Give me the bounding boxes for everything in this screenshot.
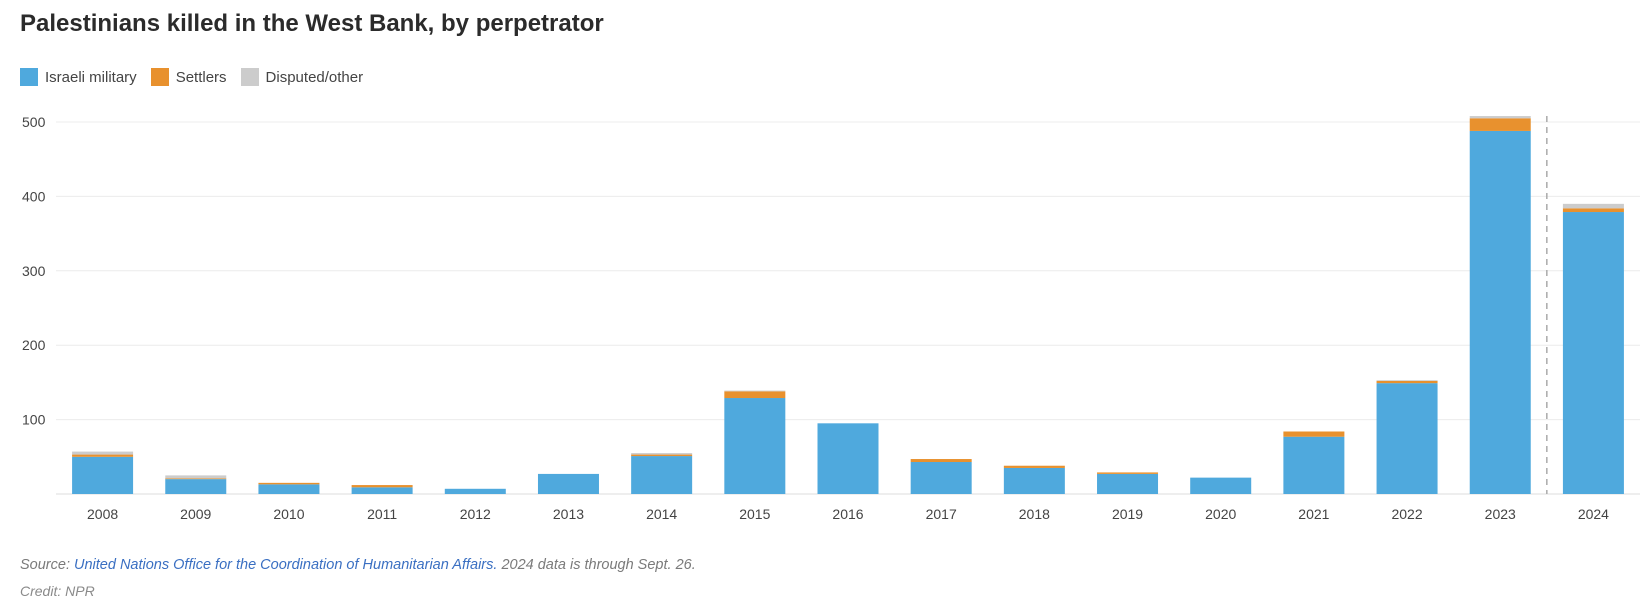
y-tick-label-500: 500 bbox=[22, 114, 46, 130]
chart-title: Palestinians killed in the West Bank, by… bbox=[20, 10, 604, 37]
legend-label-israeli-military: Israeli military bbox=[45, 68, 137, 86]
bar-2017-settlers bbox=[910, 459, 972, 463]
legend-swatch-settlers bbox=[150, 68, 169, 86]
bar-2009-settlers bbox=[165, 478, 227, 480]
y-tick-label-400: 400 bbox=[22, 188, 46, 204]
bar-2015-settlers bbox=[724, 391, 786, 399]
source-note: 2024 data is through Sept. 26. bbox=[501, 557, 696, 573]
bar-2022-settlers bbox=[1376, 380, 1438, 384]
x-tick-label-2016: 2016 bbox=[832, 506, 863, 522]
y-tick-label-300: 300 bbox=[22, 263, 46, 279]
x-tick-label-2017: 2017 bbox=[926, 506, 957, 522]
bar-2011-israeli-military bbox=[351, 487, 413, 494]
x-tick-label-2008: 2008 bbox=[87, 506, 118, 522]
x-tick-label-2018: 2018 bbox=[1019, 506, 1050, 522]
y-tick-label-100: 100 bbox=[22, 412, 46, 428]
bar-2022-israeli-military bbox=[1376, 383, 1438, 494]
bar-2021-settlers bbox=[1283, 431, 1345, 437]
x-tick-label-2022: 2022 bbox=[1391, 506, 1422, 522]
x-tick-label-2014: 2014 bbox=[646, 506, 677, 522]
x-tick-label-2011: 2011 bbox=[367, 506, 397, 522]
x-tick-label-2015: 2015 bbox=[739, 506, 770, 522]
bar-2023-settlers bbox=[1469, 118, 1531, 131]
x-tick-label-2020: 2020 bbox=[1205, 506, 1236, 522]
legend-swatch-disputed-other bbox=[240, 68, 259, 86]
source-line: Source: United Nations Office for the Co… bbox=[20, 557, 696, 573]
legend-swatch-israeli-military bbox=[20, 68, 38, 86]
legend-item-disputed-other: Disputed/other bbox=[240, 68, 364, 86]
bar-2024-disputed-other bbox=[1562, 203, 1624, 209]
chart-legend: Israeli military Settlers Disputed/other bbox=[20, 68, 363, 86]
bar-2023-israeli-military bbox=[1469, 130, 1531, 495]
bar-2017-israeli-military bbox=[910, 462, 972, 494]
x-tick-label-2012: 2012 bbox=[460, 506, 491, 522]
bar-2015-disputed-other bbox=[724, 390, 786, 392]
bar-2010-israeli-military bbox=[258, 484, 320, 494]
bar-2009-israeli-military bbox=[165, 479, 227, 494]
stacked-bar-chart: 100 200 300 400 500 2008 2009 2010 2011 2012 2013 2… bbox=[22, 114, 1640, 522]
source-prefix: Source: bbox=[20, 557, 70, 573]
bar-2014-settlers bbox=[631, 454, 693, 457]
bar-2008-settlers bbox=[72, 454, 134, 457]
bar-2015-israeli-military bbox=[724, 398, 786, 494]
bar-2008-disputed-other bbox=[72, 451, 134, 455]
bar-2010-settlers bbox=[258, 482, 320, 485]
x-tick-label-2021: 2021 bbox=[1298, 506, 1329, 522]
bar-2019-israeli-military bbox=[1097, 473, 1159, 494]
bar-2018-settlers bbox=[1003, 465, 1065, 468]
bar-2014-israeli-military bbox=[631, 456, 693, 494]
bar-2018-israeli-military bbox=[1003, 467, 1065, 494]
legend-item-settlers: Settlers bbox=[150, 68, 227, 86]
bar-2021-israeli-military bbox=[1283, 436, 1345, 494]
y-tick-label-200: 200 bbox=[22, 337, 46, 353]
x-tick-label-2010: 2010 bbox=[273, 506, 304, 522]
source-link[interactable]: United Nations Office for the Coordinati… bbox=[74, 557, 498, 573]
x-tick-label-2024: 2024 bbox=[1578, 506, 1609, 522]
bar-2024-settlers bbox=[1562, 208, 1624, 213]
bar-2024-israeli-military bbox=[1562, 212, 1624, 495]
bar-2013-israeli-military bbox=[537, 473, 599, 494]
legend-item-israeli-military: Israeli military bbox=[20, 68, 137, 86]
bar-2016-israeli-military bbox=[817, 423, 879, 494]
bar-2014-disputed-other bbox=[631, 453, 693, 455]
bar-2019-settlers bbox=[1097, 472, 1159, 474]
x-tick-label-2023: 2023 bbox=[1485, 506, 1516, 522]
credit-line: Credit: NPR bbox=[20, 583, 95, 599]
legend-label-disputed-other: Disputed/other bbox=[265, 68, 364, 86]
x-tick-label-2009: 2009 bbox=[180, 506, 211, 522]
x-tick-label-2019: 2019 bbox=[1112, 506, 1143, 522]
bar-2012-israeli-military bbox=[444, 488, 506, 494]
bar-2011-settlers bbox=[351, 485, 413, 488]
bar-2008-israeli-military bbox=[72, 456, 134, 494]
bar-2023-disputed-other bbox=[1469, 116, 1531, 119]
bar-2022-disputed-other bbox=[1376, 380, 1438, 381]
x-tick-label-2013: 2013 bbox=[553, 506, 584, 522]
bar-2009-disputed-other bbox=[165, 475, 227, 479]
bar-2020-israeli-military bbox=[1190, 477, 1252, 494]
legend-label-settlers: Settlers bbox=[175, 68, 227, 86]
